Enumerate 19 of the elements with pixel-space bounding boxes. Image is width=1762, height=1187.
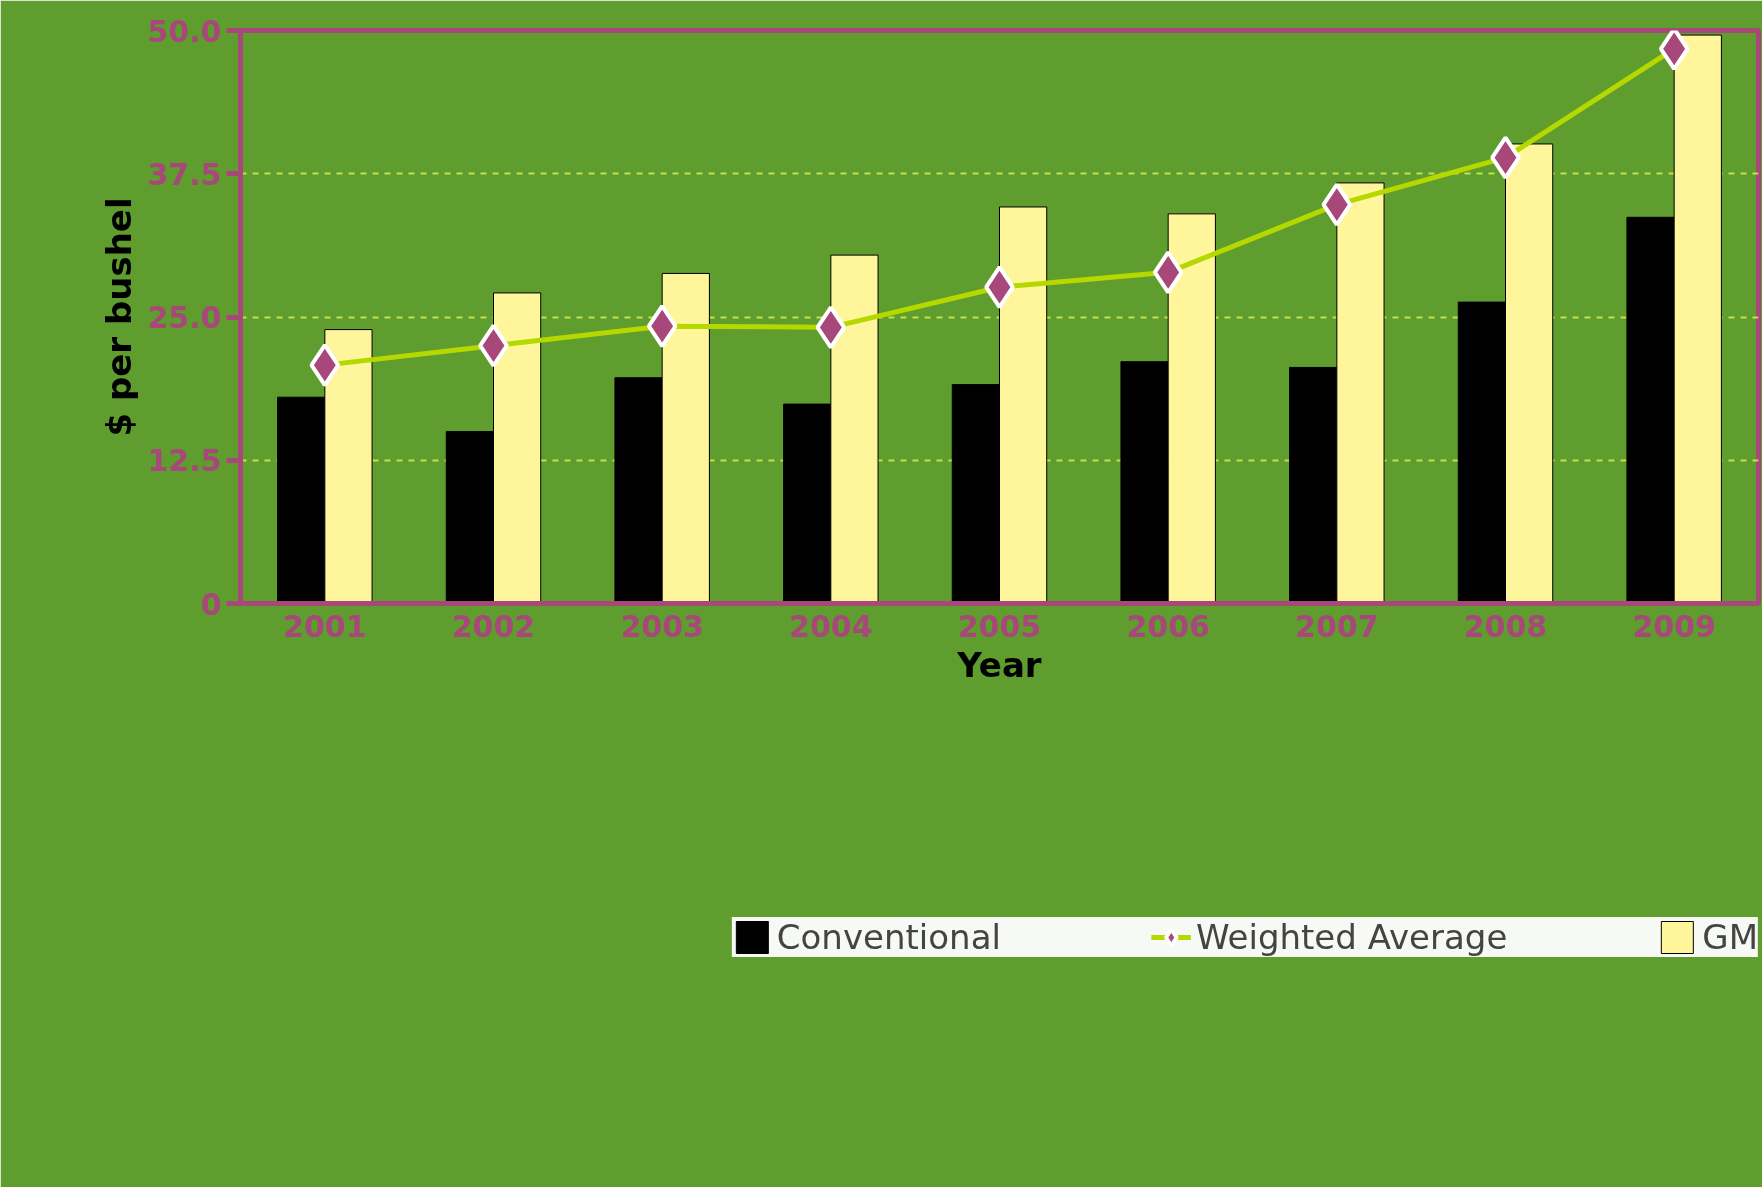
legend-label: GM (1702, 917, 1758, 957)
y-tick-label: 12.5 (147, 443, 222, 479)
x-tick-label: 2004 (789, 608, 873, 644)
y-axis-title: $ per bushel (99, 197, 140, 437)
x-axis-title: Year (956, 644, 1042, 685)
y-tick-label: 0 (200, 586, 222, 622)
x-tick-label: 2001 (283, 608, 367, 644)
x-tick-label: 2007 (1295, 608, 1379, 644)
x-tick-label: 2009 (1632, 608, 1716, 644)
y-tick-label: 37.5 (147, 156, 222, 192)
x-tick-label: 2005 (957, 608, 1042, 644)
legend-label: Weighted Average (1195, 917, 1508, 957)
y-tick-label: 25.0 (147, 300, 222, 335)
y-tick-label: 50.0 (147, 13, 222, 49)
x-tick-label: 2006 (1126, 608, 1210, 644)
x-tick-label: 2008 (1463, 608, 1548, 644)
x-tick-label: 2003 (620, 608, 704, 644)
legend-label: Conventional (776, 917, 1001, 957)
x-tick-label: 2002 (451, 608, 536, 644)
